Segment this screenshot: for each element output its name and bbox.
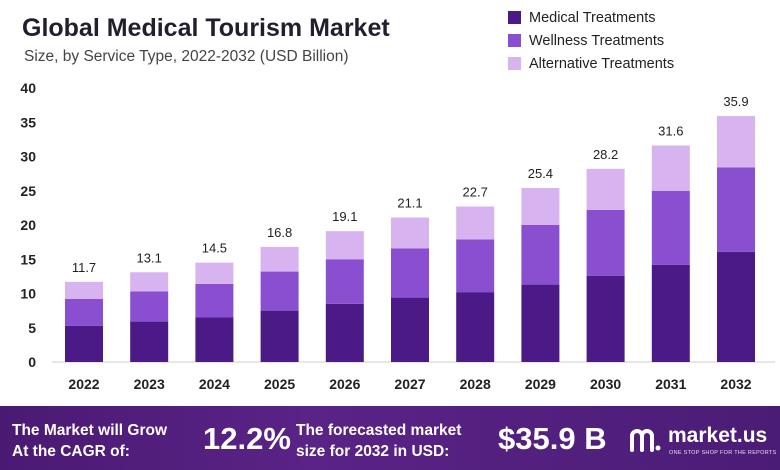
bar-segment-wellness-2026: [325, 259, 364, 304]
bar-segment-medical-2030: [586, 275, 625, 362]
bar-segment-alternative-2025: [260, 246, 299, 272]
x-tick-label: 2030: [590, 376, 621, 392]
bar-segment-alternative-2023: [130, 272, 169, 292]
bar-segment-alternative-2030: [586, 168, 625, 210]
x-tick-label: 2029: [525, 376, 556, 392]
brand-name: market.us: [668, 424, 768, 447]
forecast-value: $35.9 B: [498, 421, 607, 456]
bar-total-label: 25.4: [528, 166, 553, 181]
legend-swatch-alternative: [508, 57, 521, 70]
bar-segment-medical-2029: [521, 284, 560, 362]
bar-segment-wellness-2032: [717, 167, 755, 252]
chart-subtitle: Size, by Service Type, 2022-2032 (USD Bi…: [24, 48, 349, 65]
bar-total-label: 19.1: [332, 209, 357, 224]
y-tick-label: 35: [20, 114, 36, 130]
x-tick-label: 2023: [134, 376, 165, 392]
y-tick-label: 10: [20, 286, 36, 302]
bar-segment-medical-2022: [65, 325, 103, 362]
chart-title: Global Medical Tourism Market: [22, 14, 390, 42]
bar-segment-medical-2024: [195, 317, 234, 362]
y-tick-label: 0: [28, 354, 36, 370]
x-tick-label: 2031: [655, 376, 686, 392]
bar-segment-alternative-2028: [456, 206, 495, 240]
bar-segment-alternative-2031: [651, 145, 690, 191]
legend-swatch-medical: [508, 11, 521, 24]
y-tick-label: 15: [20, 251, 36, 267]
forecast-caption: The forecasted market size for 2032 in U…: [296, 420, 461, 462]
bar-segment-medical-2027: [391, 297, 429, 362]
legend-label-wellness: Wellness Treatments: [529, 32, 665, 49]
bar-segment-alternative-2026: [325, 231, 364, 260]
stacked-bar-chart: 051015202530354011.7202213.1202314.52024…: [20, 80, 775, 392]
bar-segment-wellness-2025: [260, 271, 299, 311]
x-tick-label: 2022: [68, 376, 99, 392]
bar-segment-alternative-2022: [65, 281, 103, 299]
y-tick-label: 40: [20, 80, 36, 96]
cagr-value: 12.2%: [203, 421, 291, 456]
legend-label-medical: Medical Treatments: [529, 9, 656, 26]
cagr-caption-line2: At the CAGR of:: [12, 443, 130, 460]
x-tick-label: 2027: [394, 376, 425, 392]
bar-total-label: 11.7: [72, 260, 96, 275]
bar-segment-medical-2023: [130, 321, 169, 362]
y-tick-label: 5: [28, 320, 36, 336]
forecast-caption-line1: The forecasted market: [296, 422, 462, 439]
bar-segment-wellness-2023: [130, 291, 169, 322]
legend-swatch-wellness: [508, 34, 521, 47]
x-tick-label: 2024: [199, 376, 230, 392]
y-tick-label: 20: [20, 217, 36, 233]
brand-tagline: ONE STOP SHOP FOR THE REPORTS: [669, 450, 777, 456]
summary-banner: The Market will Grow At the CAGR of: 12.…: [0, 406, 780, 470]
legend: Medical Treatments Wellness Treatments A…: [508, 6, 674, 75]
cagr-caption-line1: The Market will Grow: [12, 422, 168, 439]
bar-total-label: 13.1: [137, 250, 162, 265]
bar-total-label: 16.8: [267, 225, 292, 240]
y-tick-label: 25: [20, 183, 36, 199]
bar-segment-alternative-2032: [717, 116, 755, 168]
bar-segment-alternative-2027: [391, 217, 429, 249]
bar-segment-medical-2025: [260, 310, 299, 362]
bar-total-label: 35.9: [723, 94, 748, 109]
forecast-caption-line2: size for 2032 in USD:: [296, 443, 450, 460]
market-us-logo-icon: [630, 429, 661, 452]
bar-total-label: 14.5: [202, 241, 227, 256]
legend-item-medical: Medical Treatments: [508, 6, 674, 29]
bar-total-label: 31.6: [658, 124, 683, 139]
legend-item-wellness: Wellness Treatments: [508, 29, 674, 52]
bar-segment-wellness-2028: [456, 239, 495, 293]
bar-segment-medical-2026: [325, 303, 364, 362]
x-tick-label: 2028: [460, 376, 491, 392]
bar-segment-wellness-2027: [391, 248, 429, 298]
cagr-caption: The Market will Grow At the CAGR of:: [12, 420, 167, 462]
bar-segment-alternative-2029: [521, 188, 560, 225]
bar-total-label: 28.2: [593, 147, 618, 162]
x-tick-label: 2026: [329, 376, 360, 392]
legend-label-alternative: Alternative Treatments: [529, 55, 675, 72]
y-tick-label: 30: [20, 149, 36, 165]
x-tick-label: 2025: [264, 376, 295, 392]
bar-segment-wellness-2024: [195, 283, 234, 318]
bar-total-label: 22.7: [463, 185, 488, 200]
x-tick-label: 2032: [720, 376, 751, 392]
legend-item-alternative: Alternative Treatments: [508, 52, 674, 75]
bar-segment-alternative-2024: [195, 262, 234, 284]
bar-segment-wellness-2022: [65, 298, 103, 326]
bar-segment-wellness-2031: [651, 190, 690, 265]
bar-segment-wellness-2030: [586, 209, 625, 276]
bar-segment-medical-2032: [717, 251, 755, 362]
bar-segment-medical-2031: [651, 264, 690, 362]
bar-segment-medical-2028: [456, 292, 495, 362]
bar-total-label: 21.1: [397, 195, 422, 210]
bar-segment-wellness-2029: [521, 225, 560, 285]
